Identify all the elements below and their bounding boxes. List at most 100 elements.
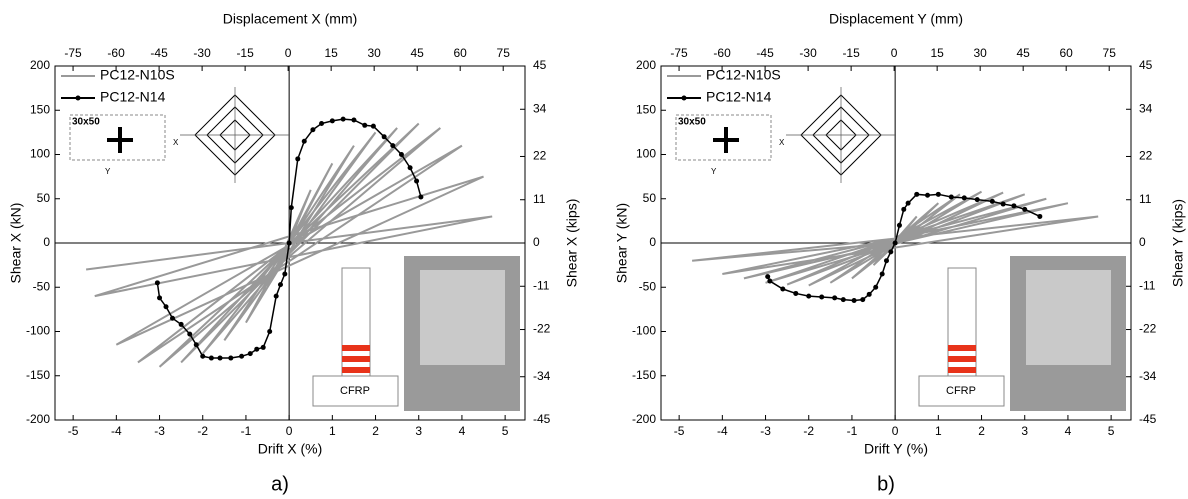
y-tick-label: 100	[30, 147, 50, 161]
marker	[935, 191, 941, 197]
x-tick-label: 4	[459, 424, 466, 438]
base	[312, 375, 399, 407]
marker	[154, 280, 160, 286]
annotation: X	[779, 138, 785, 147]
marker	[217, 355, 223, 361]
x-tick-label: -2	[197, 424, 208, 438]
y-tick-label: 200	[30, 58, 50, 72]
y2-tick-label: -22	[533, 322, 551, 336]
x-axis-label: Drift Y (%)	[864, 441, 928, 457]
x-tick-label: 0	[286, 424, 293, 438]
annotation: CFRP	[340, 385, 370, 397]
marker	[228, 355, 234, 361]
marker	[905, 200, 911, 206]
marker	[286, 240, 292, 246]
marker	[793, 290, 799, 296]
caption: a)	[271, 473, 289, 495]
arrow-cross	[107, 127, 133, 153]
cfrp-band	[342, 367, 370, 373]
marker	[282, 271, 288, 277]
x2-tick-label: 75	[497, 46, 511, 60]
annotation: X	[173, 138, 179, 147]
x-tick-label: 4	[1065, 424, 1072, 438]
marker	[277, 282, 283, 288]
annotation: CFRP	[946, 385, 976, 397]
arrow-cross	[713, 127, 739, 153]
annotation: Y	[105, 167, 111, 176]
x-tick-label: 3	[1021, 424, 1028, 438]
x2-tick-label: 0	[891, 46, 898, 60]
x2-tick-label: 45	[410, 46, 424, 60]
marker	[288, 205, 294, 211]
y2-tick-label: 34	[1139, 101, 1153, 115]
y-tick-label: -100	[26, 324, 50, 338]
marker	[273, 293, 279, 299]
marker	[407, 165, 413, 171]
y-axis-label: Shear Y (kN)	[614, 203, 630, 283]
marker	[1037, 213, 1043, 219]
y-tick-label: -50	[639, 279, 657, 293]
y2-tick-label: -34	[1139, 369, 1157, 383]
marker	[767, 278, 773, 284]
x2-tick-label: -75	[64, 46, 82, 60]
x-tick-label: 5	[502, 424, 509, 438]
x-tick-label: 2	[372, 424, 379, 438]
cfrp-band	[948, 345, 976, 351]
x2-axis-label: Displacement Y (mm)	[829, 11, 963, 27]
marker	[340, 116, 346, 122]
legend-label: PC12-N14	[706, 89, 772, 105]
y2-tick-label: 0	[533, 235, 540, 249]
legend-marker	[681, 95, 687, 101]
y-tick-label: 50	[37, 191, 51, 205]
x2-tick-label: -30	[799, 46, 817, 60]
legend-label: PC12-N10S	[706, 67, 781, 83]
y2-tick-label: 22	[1139, 149, 1153, 163]
x2-tick-label: -15	[842, 46, 860, 60]
marker	[883, 258, 889, 264]
marker	[200, 353, 206, 359]
marker	[806, 293, 812, 299]
x-tick-label: 1	[935, 424, 942, 438]
x2-axis-label: Displacement X (mm)	[223, 11, 358, 27]
marker	[888, 249, 894, 255]
marker	[925, 192, 931, 198]
marker	[208, 355, 214, 361]
panel: -5 -4 -3 -2 -1 0 1 2 3 4 5-75 -60 -45 -30 -15 0 15 30 45 60…	[8, 11, 580, 496]
annotation: 30x50	[678, 117, 706, 128]
x-tick-label: -2	[803, 424, 814, 438]
y-tick-label: 0	[649, 235, 656, 249]
marker	[892, 240, 898, 246]
x2-tick-label: 60	[1060, 46, 1074, 60]
y2-tick-label: 45	[533, 58, 547, 72]
x2-tick-label: 0	[285, 46, 292, 60]
series-line	[691, 190, 1099, 287]
marker	[948, 194, 954, 200]
y-tick-label: 100	[636, 147, 656, 161]
x2-tick-label: -60	[713, 46, 731, 60]
marker	[873, 284, 879, 290]
legend-label: PC12-N14	[100, 89, 166, 105]
y2-tick-label: 22	[533, 149, 547, 163]
y2-tick-label: -22	[1139, 322, 1157, 336]
marker	[414, 178, 420, 184]
axes-cross	[180, 87, 290, 183]
marker	[860, 297, 866, 303]
panel: -5 -4 -3 -2 -1 0 1 2 3 4 5-75 -60 -45 -30 -15 0 15 30 45 60…	[614, 11, 1186, 496]
marker	[351, 117, 357, 123]
marker	[866, 291, 872, 297]
photo-detail	[420, 270, 505, 365]
marker	[780, 286, 786, 292]
y-tick-label: 150	[30, 102, 50, 116]
marker	[239, 353, 245, 359]
x-tick-label: -3	[154, 424, 165, 438]
marker	[178, 321, 184, 327]
x-tick-label: -4	[111, 424, 122, 438]
section	[69, 114, 166, 161]
legend-label: PC12-N10S	[100, 67, 175, 83]
x2-tick-label: -75	[670, 46, 688, 60]
marker	[295, 156, 301, 162]
y-tick-label: 200	[636, 58, 656, 72]
section	[675, 114, 772, 161]
x-tick-label: 3	[415, 424, 422, 438]
